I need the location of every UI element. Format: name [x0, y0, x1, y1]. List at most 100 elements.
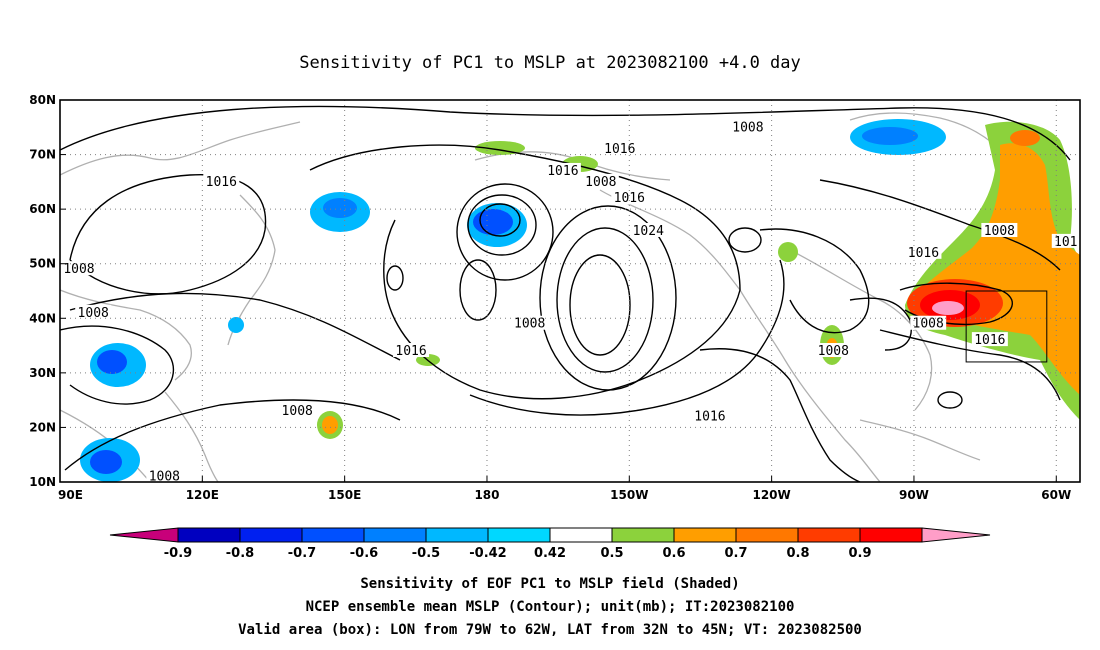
contour-label-bg	[630, 222, 667, 237]
contour-na-1008	[699, 348, 861, 482]
contour-label: 1016	[604, 142, 635, 157]
contour-label: 1008	[732, 120, 763, 135]
contour-label: 1008	[984, 224, 1015, 239]
contour-label-bg	[60, 261, 97, 276]
colorbar-label: 0.42	[534, 546, 566, 561]
colorbar-label: -0.9	[164, 546, 192, 561]
colorbar-swatch	[673, 527, 737, 543]
contour-label: 1008	[78, 306, 109, 321]
contour-atlantic-1016	[879, 329, 1061, 401]
contour-small-1	[728, 227, 762, 253]
shade-positive-atlantic-mid	[916, 143, 1080, 395]
x-tick-label: 60W	[1041, 488, 1071, 502]
contour-label-bg	[544, 162, 581, 177]
shade-negative-arctic-core	[862, 127, 918, 145]
colorbar: -0.9 -0.8 -0.7 -0.6 -0.5 -0.42 0.42 0.5 0.6 0.7 0.…	[109, 527, 991, 561]
y-tick-label: 50N	[29, 257, 56, 271]
contour-label-bg	[511, 315, 548, 330]
contour-label: 101	[1054, 235, 1077, 250]
contour-label: 1008	[585, 175, 616, 190]
colorbar-swatch	[363, 527, 427, 543]
y-tick-label: 40N	[29, 311, 56, 325]
shade-negative-kamchatka-core	[473, 209, 513, 235]
valid-area-box	[965, 290, 1048, 363]
contour-label-bg	[971, 332, 1008, 347]
caption-line-3: Valid area (box): LON from 79W to 62W, L…	[238, 622, 862, 638]
contour-label: 1008	[63, 262, 94, 277]
coastline-greenland	[849, 112, 1001, 151]
contour-na-1012	[759, 228, 870, 334]
x-tick-label: 150W	[610, 488, 648, 502]
contour-label: 1008	[282, 404, 313, 419]
contour-label: 1016	[694, 410, 725, 425]
contour-label-bg	[910, 315, 947, 330]
colorbar-swatch	[239, 527, 303, 543]
figure-title: Sensitivity of PC1 to MSLP at 2023082100…	[299, 53, 801, 73]
shade-negative-okhotsk-core	[323, 198, 357, 218]
shade-positive-greenland-sea	[1010, 130, 1040, 146]
contour-label-bg	[815, 343, 852, 358]
contour-atlantic-1008	[819, 179, 1061, 271]
contour-label: 1016	[206, 175, 237, 190]
map-frame	[59, 99, 1081, 483]
y-tick-label: 30N	[29, 366, 56, 380]
contour-labels: 1008 1016 1016 1008 1016 1024 1016 1008 1008 1008…	[60, 119, 1080, 485]
colorbar-swatch	[177, 527, 241, 543]
shade-negative-japan	[228, 317, 244, 333]
y-tick-label: 60N	[29, 202, 56, 216]
colorbar-swatch	[425, 527, 489, 543]
contour-label-bg	[691, 408, 728, 423]
contour-label: 1016	[547, 164, 578, 179]
coastline-north-america-west	[599, 189, 881, 482]
x-tick-label: 150E	[328, 488, 361, 502]
caption-line-1: Sensitivity of EOF PC1 to MSLP field (Sh…	[360, 576, 739, 592]
y-tick-label: 10N	[29, 475, 56, 489]
contour-high-1024	[556, 227, 654, 373]
contour-label: 1008	[149, 470, 180, 485]
contour-label: 1024	[633, 224, 664, 239]
gridlines	[60, 100, 1080, 482]
colorbar-swatch	[487, 527, 551, 543]
colorbar-label: 0.5	[600, 546, 623, 561]
contour-china-1008	[60, 325, 175, 405]
x-axis: 90E 120E 150E 180 150W 120W 90W 60W	[58, 476, 1071, 502]
contour-label: 1016	[974, 333, 1005, 348]
contour-label-bg	[601, 141, 638, 156]
contour-label-bg	[279, 403, 316, 418]
contour-north-1008	[60, 105, 1071, 161]
colorbar-label: -0.5	[412, 546, 440, 561]
coastline-caribbean	[859, 419, 981, 461]
contour-low-inner	[479, 203, 521, 237]
shade-positive-west-pacific-core	[322, 416, 338, 434]
colorbar-label: -0.8	[226, 546, 254, 561]
colorbar-label: -0.42	[469, 546, 506, 561]
contour-label: 1016	[908, 246, 939, 261]
contour-low-south	[459, 259, 497, 321]
contour-label-bg	[393, 343, 430, 358]
contour-siberia-1016	[69, 173, 267, 295]
x-tick-label: 90W	[899, 488, 929, 502]
coastline-north-america-east	[789, 249, 933, 411]
contour-tropical-1008	[64, 399, 401, 471]
contour-label-bg	[729, 119, 766, 134]
contour-east-asia-1008	[69, 292, 401, 361]
shade-negative-south-china-core	[90, 450, 122, 474]
map-area: 1008 1016 1016 1008 1016 1024 1016 1008 1008 1008…	[59, 99, 1081, 485]
sensitivity-shading	[80, 119, 1080, 482]
colorbar-label: 0.8	[786, 546, 809, 561]
contour-label: 1008	[818, 344, 849, 359]
x-tick-label: 120E	[186, 488, 219, 502]
contour-high-1020	[539, 205, 677, 391]
y-tick-label: 80N	[29, 93, 56, 107]
colorbar-swatch	[301, 527, 365, 543]
y-tick-label: 20N	[29, 420, 56, 434]
colorbar-label: -0.6	[350, 546, 378, 561]
shade-positive-canada	[778, 242, 798, 262]
y-axis: 10N 20N 30N 40N 50N 60N 70N 80N	[29, 93, 66, 489]
contour-small-3	[937, 391, 963, 409]
y-tick-label: 70N	[29, 148, 56, 162]
colorbar-label: 0.9	[848, 546, 871, 561]
contour-label-bg	[611, 190, 648, 205]
colorbar-swatch	[859, 527, 923, 543]
contour-label-bg	[146, 468, 183, 482]
